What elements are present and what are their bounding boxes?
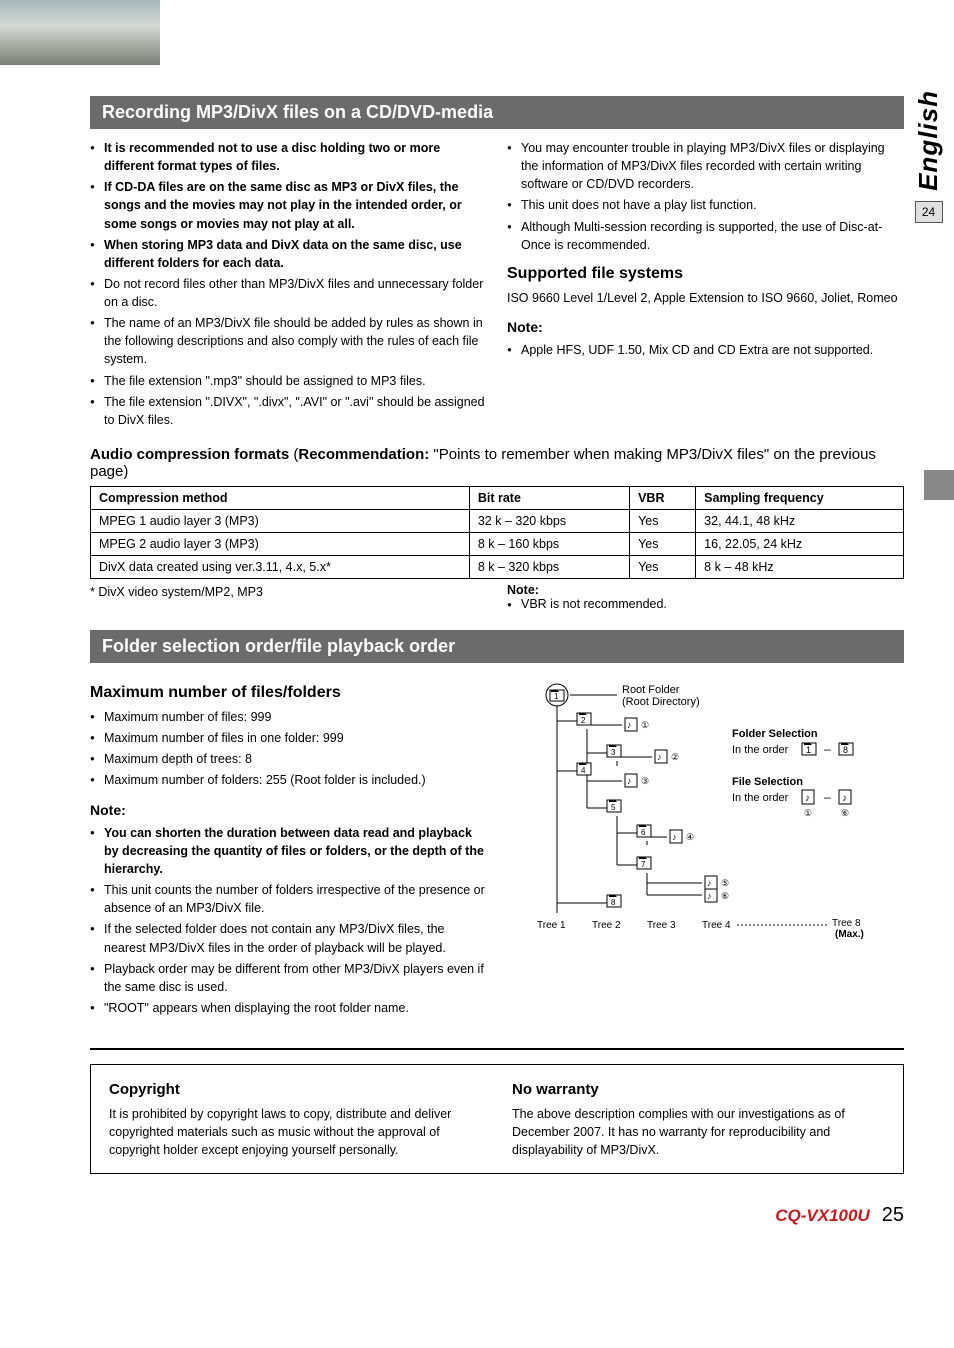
svg-text:Root Folder: Root Folder <box>622 684 680 696</box>
audio-formats-title: Audio compression formats <box>90 446 289 463</box>
section1-note-item: Apple HFS, UDF 1.50, Mix CD and CD Extra… <box>507 341 904 359</box>
svg-text:In the order: In the order <box>732 792 789 804</box>
svg-text:–: – <box>824 742 831 756</box>
list-item: When storing MP3 data and DivX data on t… <box>90 236 487 272</box>
list-item: Although Multi-session recording is supp… <box>507 218 904 254</box>
svg-text:1: 1 <box>554 692 559 701</box>
svg-text:In the order: In the order <box>732 744 789 756</box>
copyright-text: It is prohibited by copyright laws to co… <box>109 1105 482 1159</box>
list-item: Do not record files other than MP3/DivX … <box>90 275 487 311</box>
svg-text:♪: ♪ <box>627 776 632 786</box>
table-footnote-left: * DivX video system/MP2, MP3 <box>90 583 487 614</box>
list-item: If CD-DA files are on the same disc as M… <box>90 178 487 232</box>
svg-text:–: – <box>824 790 831 804</box>
max-files-heading: Maximum number of files/folders <box>90 681 487 704</box>
list-item: The name of an MP3/DivX file should be a… <box>90 314 487 368</box>
list-item: The file extension ".DIVX", ".divx", ".A… <box>90 393 487 429</box>
supported-fs-heading: Supported file systems <box>507 262 904 285</box>
svg-text:♪: ♪ <box>707 891 712 901</box>
section1-left-col: It is recommended not to use a disc hold… <box>90 139 487 432</box>
model-number: CQ-VX100U <box>775 1206 869 1226</box>
list-item: You can shorten the duration between dat… <box>90 824 487 878</box>
svg-text:④: ④ <box>686 832 694 842</box>
svg-text:⑤: ⑤ <box>721 878 729 888</box>
nowarranty-heading: No warranty <box>512 1079 885 1101</box>
list-item: Maximum depth of trees: 8 <box>90 750 487 768</box>
list-item: Maximum number of files: 999 <box>90 708 487 726</box>
list-item: If the selected folder does not contain … <box>90 920 487 956</box>
svg-text:1: 1 <box>806 745 811 755</box>
divider <box>90 1048 904 1050</box>
list-item: It is recommended not to use a disc hold… <box>90 139 487 175</box>
audio-formats-heading: Audio compression formats (Recommendatio… <box>90 446 904 480</box>
svg-text:Tree 3: Tree 3 <box>647 920 676 931</box>
section1-right-col: You may encounter trouble in playing MP3… <box>507 139 904 432</box>
svg-text:♪: ♪ <box>842 793 847 804</box>
svg-text:♪: ♪ <box>707 878 712 888</box>
list-item: The file extension ".mp3" should be assi… <box>90 372 487 390</box>
svg-text:7: 7 <box>641 860 646 869</box>
svg-text:②: ② <box>671 752 679 762</box>
section2-title: Folder selection order/file playback ord… <box>90 630 904 663</box>
nowarranty-text: The above description complies with our … <box>512 1105 885 1159</box>
svg-text:4: 4 <box>581 766 586 775</box>
list-item: Playback order may be different from oth… <box>90 960 487 996</box>
section2-note-heading: Note: <box>90 800 487 820</box>
svg-text:♪: ♪ <box>672 832 677 842</box>
vbr-note: VBR is not recommended. <box>507 597 904 611</box>
svg-text:①: ① <box>641 720 649 730</box>
svg-text:6: 6 <box>641 828 646 837</box>
svg-text:③: ③ <box>641 776 649 786</box>
list-item: Maximum number of folders: 255 (Root fol… <box>90 771 487 789</box>
list-item: "ROOT" appears when displaying the root … <box>90 999 487 1017</box>
svg-text:8: 8 <box>843 745 848 755</box>
svg-text:(Max.): (Max.) <box>835 929 864 940</box>
svg-text:Tree 2: Tree 2 <box>592 920 621 931</box>
svg-text:♪: ♪ <box>805 793 810 804</box>
list-item: This unit does not have a play list func… <box>507 196 904 214</box>
svg-text:⑥: ⑥ <box>721 891 729 901</box>
svg-text:⑥: ⑥ <box>841 808 849 818</box>
svg-text:(Root Directory): (Root Directory) <box>622 696 700 708</box>
svg-text:8: 8 <box>611 898 616 907</box>
list-item: This unit counts the number of folders i… <box>90 881 487 917</box>
folder-tree-diagram: 1 2 3 4 5 6 7 8 ♪ ① ♪ ② ♪ ③ ♪ ④ ♪ ⑤ ♪ ⑥ Root Folder (Root … <box>507 673 897 953</box>
compression-table: Compression methodBit rateVBRSampling fr… <box>90 486 904 579</box>
svg-text:♪: ♪ <box>627 720 632 730</box>
supported-fs-text: ISO 9660 Level 1/Level 2, Apple Extensio… <box>507 289 904 307</box>
svg-text:Tree 8: Tree 8 <box>832 918 861 929</box>
list-item: Maximum number of files in one folder: 9… <box>90 729 487 747</box>
svg-text:3: 3 <box>611 748 616 757</box>
section2-left-col: Maximum number of files/folders Maximum … <box>90 673 487 1020</box>
copyright-warranty-box: Copyright It is prohibited by copyright … <box>90 1064 904 1174</box>
svg-text:Folder Selection: Folder Selection <box>732 728 818 740</box>
svg-text:File Selection: File Selection <box>732 776 803 788</box>
svg-text:Tree 4: Tree 4 <box>702 920 731 931</box>
svg-text:5: 5 <box>611 803 616 812</box>
section1-note-heading: Note: <box>507 317 904 337</box>
svg-text:♪: ♪ <box>657 752 662 762</box>
list-item: You may encounter trouble in playing MP3… <box>507 139 904 193</box>
section2-right-col: 1 2 3 4 5 6 7 8 ♪ ① ♪ ② ♪ ③ ♪ ④ ♪ ⑤ ♪ ⑥ Root Folder (Root … <box>507 673 904 1020</box>
copyright-heading: Copyright <box>109 1079 482 1101</box>
page-number: 25 <box>882 1204 904 1227</box>
svg-text:Tree 1: Tree 1 <box>537 920 566 931</box>
section1-title: Recording MP3/DivX files on a CD/DVD-med… <box>90 96 904 129</box>
page-footer: CQ-VX100U 25 <box>90 1204 904 1227</box>
svg-text:2: 2 <box>581 716 586 725</box>
table-footnote-right: Note: VBR is not recommended. <box>507 583 904 614</box>
svg-text:①: ① <box>804 808 812 818</box>
